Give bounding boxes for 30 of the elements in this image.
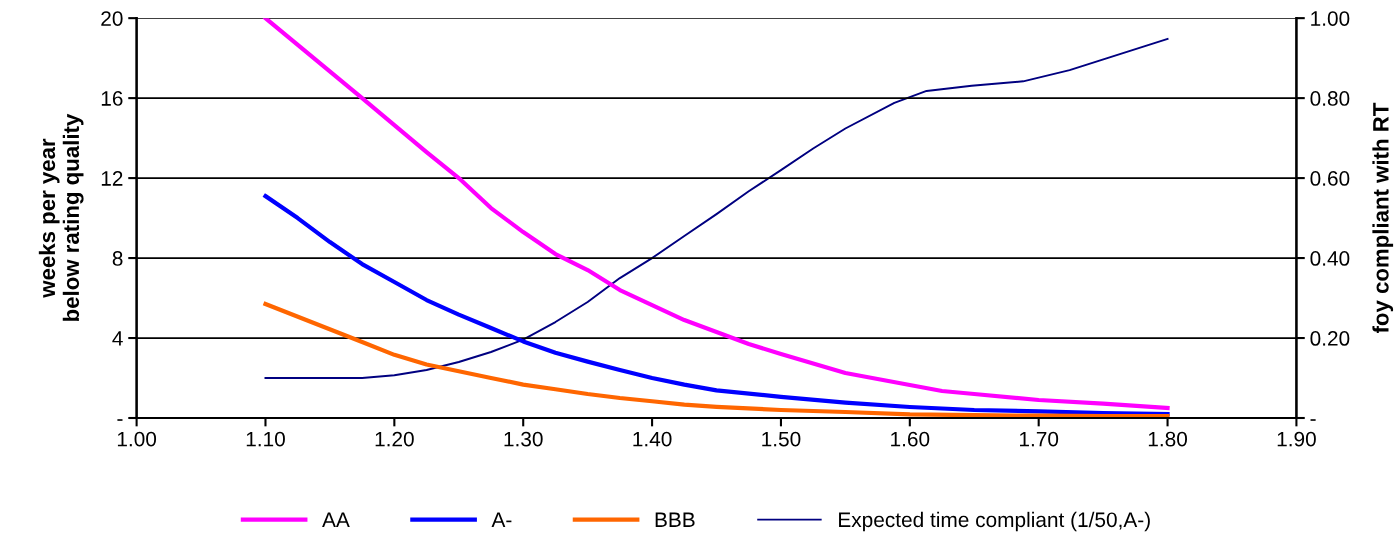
legend-label: AA (322, 512, 350, 527)
x-tick-label: 1.80 (1148, 431, 1188, 447)
x-tick-label: 1.60 (891, 431, 930, 447)
x-tick-label: 1.10 (246, 431, 285, 447)
y2-tick-label: 1.00 (1311, 11, 1350, 26)
y2-tick-label: 0.20 (1310, 331, 1350, 346)
x-tick-label: 1.20 (375, 431, 414, 447)
y2-tick-label: 0.40 (1310, 251, 1350, 266)
y-tick-label: 4 (112, 331, 123, 346)
x-tick-label: 1.00 (117, 431, 157, 447)
x-tick-label: 1.40 (633, 431, 672, 447)
line-series (263, 193, 1170, 417)
y2-tick-label: 0.60 (1310, 171, 1350, 186)
y-tick-label: 12 (101, 171, 123, 186)
y2-tick-label: 0.80 (1310, 91, 1350, 106)
y-tick-label: 8 (112, 251, 123, 266)
y-tick-label: - (117, 419, 123, 421)
y-axis-title: weeks per year below rating quality (38, 113, 84, 321)
y2-axis-title: foy compliant with RT (1372, 102, 1394, 334)
x-tick-label: 1.50 (762, 431, 801, 447)
x-tick-label: 1.70 (1020, 431, 1059, 447)
x-tick-label: 1.30 (504, 431, 543, 447)
y2-tick-label: - (1310, 419, 1316, 421)
x-tick-label: 1.90 (1277, 431, 1316, 447)
y-tick-label: 16 (101, 91, 123, 106)
y-tick-label: 20 (101, 11, 123, 26)
legend-label: Expected time compliant (1/50,A-) (839, 511, 1150, 532)
legend-label: BBB (655, 512, 695, 527)
line-series (263, 301, 1170, 418)
legend-label: A- (491, 512, 512, 527)
